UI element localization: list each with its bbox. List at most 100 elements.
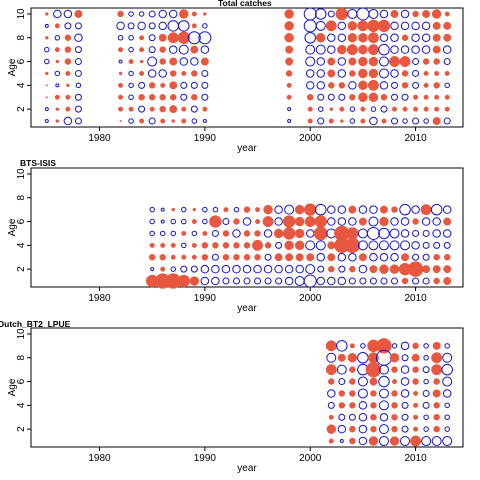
bubble-positive [160,266,166,272]
bubble-positive [55,107,60,111]
bubble-positive [432,45,441,54]
bubble-positive [328,378,335,385]
bubble-negative [379,33,389,42]
bubble-negative [305,229,315,238]
bubble-negative [232,229,241,238]
bubble-negative [400,377,410,386]
bubble-negative [74,69,82,77]
bubble-positive [443,217,452,226]
bubble-negative [284,204,295,215]
bubble-positive [222,230,230,237]
bubble-positive [254,254,261,261]
bubble-negative [423,426,429,432]
bubble-positive [358,44,368,55]
bubble-positive [432,341,441,350]
bubble-negative [55,83,60,88]
bubble-positive [389,264,400,274]
bubble-positive [360,118,366,124]
bubble-negative [287,107,292,112]
bubble-negative [242,264,252,274]
bubble-positive [170,254,176,260]
bubble-positive [177,274,191,288]
bubble-positive [200,57,209,66]
bubble-negative [211,229,219,237]
bubble-negative [305,56,316,67]
bubble-negative [274,217,283,226]
bubble-negative [378,364,389,375]
bubble-negative [181,242,187,249]
bubble-negative [263,264,273,274]
y-tick-label: 6 [16,218,27,224]
bubble-negative [305,264,316,275]
bubble-positive [344,237,361,254]
x-tick-label: 1980 [88,453,111,464]
bubble-negative [178,44,189,55]
bubble-positive [55,119,60,123]
bubble-positive [412,342,419,350]
x-axis-label: year [237,143,257,154]
bubble-positive [313,226,328,241]
x-tick-label: 2010 [404,453,427,464]
bubble-negative [412,277,420,285]
bubble-negative [116,21,125,31]
bubble-negative [303,274,317,288]
bubble-negative [190,105,198,113]
bubble-positive [327,69,336,78]
bubble-negative [264,253,272,261]
bubble-positive [139,35,145,41]
bubble-positive [201,254,209,261]
bubble-positive [431,352,443,364]
bubble-positive [337,353,346,362]
panel-title: Total catches [218,0,272,8]
bubble-positive [376,338,392,354]
bubble-negative [422,241,430,249]
bubble-negative [118,59,123,64]
bubble-negative [423,414,429,420]
bubble-negative [315,203,327,216]
bubble-negative [423,118,429,124]
bubble-negative [337,217,347,226]
bubble-positive [169,94,177,101]
bubble-positive [347,33,358,43]
bubble-negative [294,276,305,287]
bubble-positive [325,20,337,32]
bubble-positive [347,353,358,363]
bubble-positive [379,205,388,214]
bubble-positive [369,377,378,386]
bubble-positive [349,402,356,409]
bubble-negative [357,352,369,364]
bubble-positive [139,59,144,64]
bubble-negative [379,253,389,262]
bubble-negative [357,388,368,399]
bubble-positive [432,21,441,30]
x-tick-label: 2010 [404,293,427,304]
bubble-positive [328,438,334,444]
bubble-negative [128,118,134,124]
bubble-positive [432,265,441,274]
bubble-negative [400,45,410,54]
bubble-negative [368,216,379,227]
bubble-positive [303,203,317,216]
bubble-positive [284,21,294,31]
bubble-negative [337,276,347,286]
bubble-negative [442,229,452,238]
bubble-negative [400,240,411,251]
bubble-positive [390,9,399,18]
bubble-positive [329,107,334,111]
bubble-negative [295,264,304,274]
bubble-negative [160,219,165,224]
bubble-negative [336,340,348,352]
bubble-negative [158,9,167,19]
plot-frame [30,167,464,288]
bubble-negative [200,276,210,286]
y-axis-label: Age [7,378,18,396]
bubble-negative [263,229,273,238]
bubble-positive [117,10,124,18]
bubble-positive [391,366,398,373]
bubble-positive [412,366,419,373]
bubble-negative [338,413,346,421]
bubble-negative [200,264,210,274]
bubble-positive [401,34,409,41]
bubble-positive [45,84,48,87]
bubble-positive [169,57,178,66]
